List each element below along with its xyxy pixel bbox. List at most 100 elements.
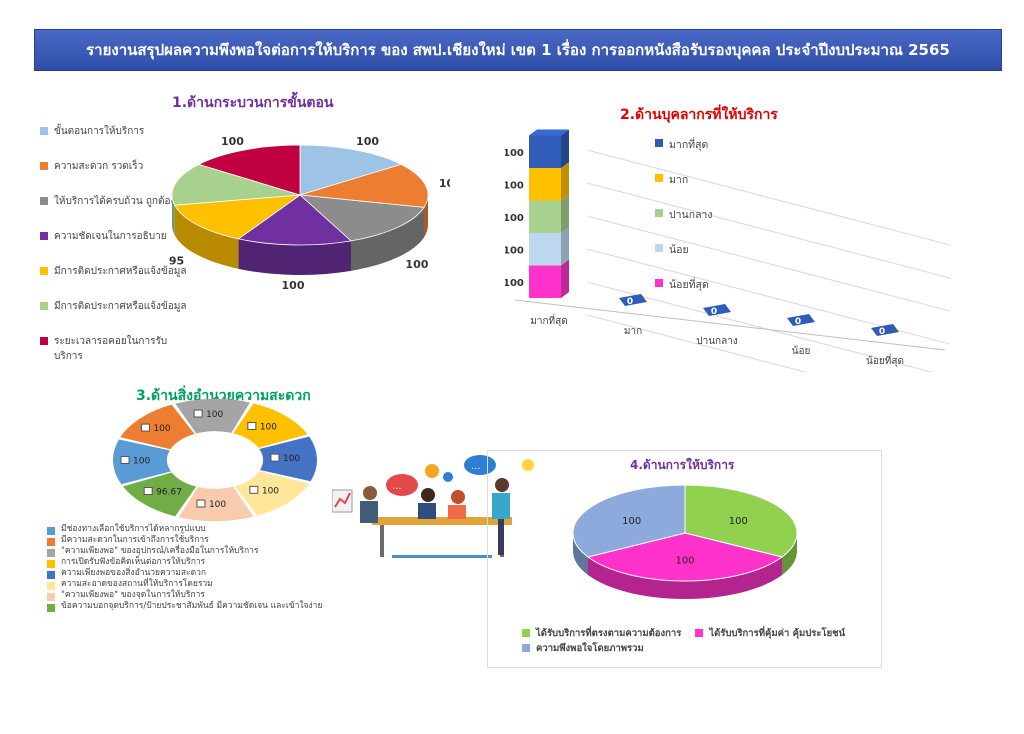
data-label: 100 xyxy=(505,245,524,256)
pie-slice xyxy=(237,194,352,246)
data-label: 96.67 xyxy=(156,488,182,498)
legend-item: มีการติดประกาศหรือแจ้งข้อมูล xyxy=(40,264,194,279)
donut-segment xyxy=(120,404,195,450)
pie-slice-side xyxy=(238,238,351,275)
grid-line xyxy=(586,182,950,279)
data-label: 0 xyxy=(711,307,717,317)
zero-bar xyxy=(871,324,899,336)
legend-label: ความสะอาดของสถานที่ให้บริการโดยรวม xyxy=(61,579,213,589)
plot-floor xyxy=(513,132,950,347)
data-label: 100 xyxy=(675,555,694,566)
legend-item: มาก xyxy=(655,171,713,188)
bar-segment xyxy=(529,233,561,266)
grid-line xyxy=(586,314,807,372)
chart1-legend: ขั้นตอนการให้บริการ ความสะดวก รวดเร็ว ให้บ… xyxy=(40,124,194,384)
legend-swatch xyxy=(47,571,55,579)
legend-label: น้อย xyxy=(669,244,689,256)
data-label: 100 xyxy=(283,454,300,464)
legend-swatch xyxy=(522,629,530,637)
pie-slice xyxy=(171,163,301,206)
data-label: 100 xyxy=(262,486,279,496)
data-label: 100 xyxy=(405,258,428,271)
donut-segment xyxy=(233,403,308,448)
pie-slice-side xyxy=(172,195,175,236)
legend-swatch xyxy=(47,604,55,612)
legend-item: ความชัดเจนในการอธิบาย xyxy=(40,229,194,244)
x-tick-label: มาก xyxy=(624,326,642,337)
chart1-title: 1.ด้านกระบวนการขั้นตอน xyxy=(172,95,334,111)
pie-slice-side xyxy=(573,533,589,575)
legend-item: ความสะดวก รวดเร็ว xyxy=(40,159,194,174)
chart2-title: 2.ด้านบุคลากรที่ให้บริการ xyxy=(620,107,778,123)
x-axis xyxy=(514,299,946,351)
legend-item: ระยะเวลารอคอยในการรับ บริการ xyxy=(40,334,194,364)
legend-item: ได้รับบริการที่ตรงตามความต้องการ xyxy=(522,626,681,641)
pie-slice xyxy=(586,532,784,582)
legend-swatch xyxy=(47,560,55,568)
data-label: 100 xyxy=(209,500,226,510)
data-label: 100 xyxy=(505,278,524,289)
legend-swatch xyxy=(40,267,48,275)
legend-label: น้อยที่สุด xyxy=(669,279,709,291)
legend-item: น้อยที่สุด xyxy=(655,276,713,293)
grid-line xyxy=(586,215,950,312)
donut-segment xyxy=(123,472,197,517)
legend-swatch xyxy=(655,139,663,147)
legend-label: ให้บริการได้ครบถ้วน ถูกต้อง xyxy=(54,196,176,207)
legend-label: ความชัดเจนในการอธิบาย xyxy=(54,231,167,242)
data-label: 100 xyxy=(622,516,641,527)
data-label: 100 xyxy=(221,135,244,148)
data-label: 100 xyxy=(206,410,223,420)
zero-bar xyxy=(619,294,647,306)
data-label: 100 xyxy=(439,177,450,190)
chart3-donut: 100 100 100 100 100 96.67 100 100 xyxy=(113,398,317,522)
x-tick-label: ปานกลาง xyxy=(696,336,738,347)
legend-label: ความเพียงพอของสิ่งอำนวยความสะดวก xyxy=(61,568,207,578)
pie-slice-side xyxy=(588,557,782,599)
legend-label: ความพึงพอใจโดยภาพรวม xyxy=(536,643,644,654)
donut-segment xyxy=(259,436,317,482)
legend-item: ให้บริการได้ครบถ้วน ถูกต้อง xyxy=(40,194,194,209)
zero-bar xyxy=(703,304,731,316)
legend-label: การเปิดรับฟังข้อคิดเห็นต่อการให้บริการ xyxy=(61,557,206,567)
bar-segment xyxy=(529,168,561,201)
legend-label: มีการติดประกาศหรือแจ้งข้อมูล xyxy=(54,301,187,312)
label-marker xyxy=(249,485,259,494)
data-label: 100 xyxy=(260,422,277,432)
legend-label: ปานกลาง xyxy=(669,209,713,221)
label-marker xyxy=(140,423,150,432)
legend-swatch xyxy=(655,209,663,217)
chart4-title: 4.ด้านการให้บริการ xyxy=(630,458,735,472)
legend-swatch xyxy=(40,302,48,310)
legend-swatch xyxy=(47,593,55,601)
chart2-legend: มากที่สุดมากปานกลางน้อยน้อยที่สุด xyxy=(655,136,713,311)
legend-swatch xyxy=(47,527,55,535)
legend-swatch xyxy=(47,582,55,590)
legend-swatch xyxy=(695,629,704,637)
legend-swatch xyxy=(40,197,48,205)
chart4-frame xyxy=(487,450,882,668)
chart4-legend: ได้รับบริการที่ตรงตามความต้องการ ได้รับบร… xyxy=(522,626,867,656)
data-label: 100 xyxy=(505,148,524,159)
data-label: 100 xyxy=(282,279,305,292)
bar-segment-side xyxy=(561,129,569,168)
legend-item: "ความเพียงพอ" ของอุปกรณ์/เครื่องมือในการ… xyxy=(47,546,322,557)
data-label: 100 xyxy=(356,135,379,148)
pie-slice-side xyxy=(781,533,797,575)
svg-text:...: ... xyxy=(392,481,402,492)
svg-text:...: ... xyxy=(471,461,481,472)
legend-label: มากที่สุด xyxy=(669,139,709,151)
legend-item: ปานกลาง xyxy=(655,206,713,223)
donut-segment xyxy=(234,471,310,516)
pie-slice xyxy=(298,194,425,242)
legend-item: ข้อความบอกจุดบริการ/ป้ายประชาสัมพันธ์ มี… xyxy=(47,601,322,612)
legend-swatch xyxy=(40,127,48,135)
report-title-banner: รายงานสรุปผลความพึงพอใจต่อการให้บริการ ข… xyxy=(34,29,1002,71)
donut-segment xyxy=(113,439,171,485)
legend-swatch xyxy=(655,279,663,287)
legend-item: ความเพียงพอของสิ่งอำนวยความสะดวก xyxy=(47,568,322,579)
zero-bar xyxy=(787,314,815,326)
x-tick-label: น้อยที่สุด xyxy=(866,353,904,367)
bar-segment xyxy=(529,265,561,298)
legend-label: ความสะดวก รวดเร็ว xyxy=(54,161,144,172)
